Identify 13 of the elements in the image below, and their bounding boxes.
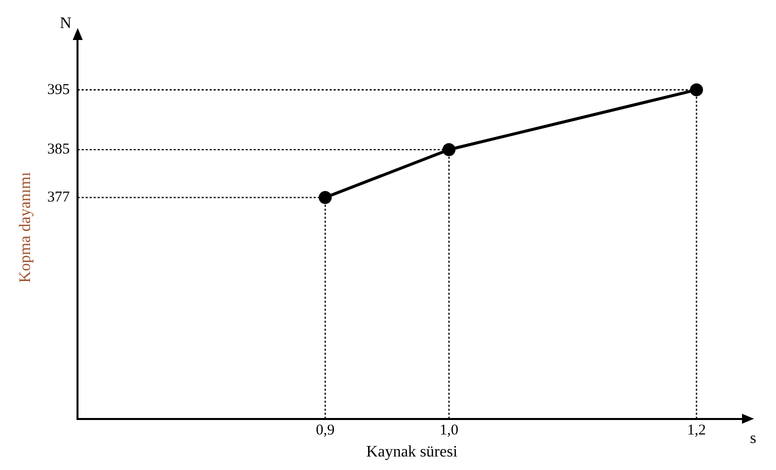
x-tick-label: 1,0 <box>440 422 458 439</box>
x-tick-label: 1,2 <box>687 422 706 439</box>
y-tick-label: 385 <box>47 142 70 158</box>
text: N <box>60 15 72 32</box>
x-tick-label: 0,9 <box>316 422 335 439</box>
x-axis-title: Kaynak süresi <box>366 444 458 461</box>
y-axis-title: Kopma dayanımı <box>16 172 34 283</box>
point <box>318 190 332 204</box>
y-tick-label: 377 <box>47 189 70 206</box>
point <box>690 83 703 96</box>
y-tick-label: 395 <box>47 82 70 98</box>
text: s <box>750 430 756 448</box>
point <box>442 143 456 156</box>
